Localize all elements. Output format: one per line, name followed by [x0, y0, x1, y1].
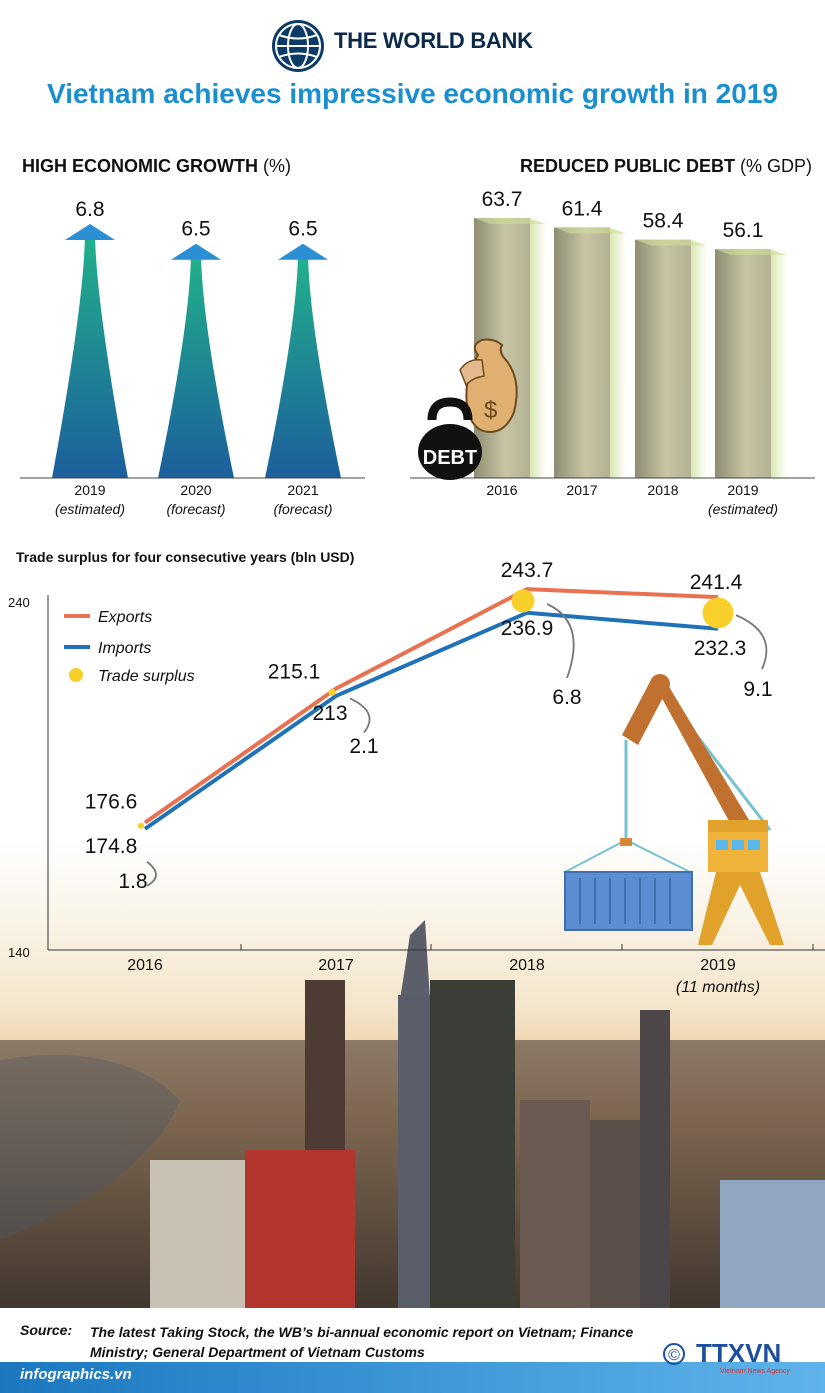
legend: Exports Imports Trade surplus [64, 609, 195, 685]
trade-chart: 240 140 2016 2017 2018 2019 (11 months) 176.6 2… [0, 549, 825, 1310]
surplus-value-label: 1.8 [118, 870, 147, 893]
growth-category-note: (forecast) [166, 501, 225, 517]
growth-title-text: HIGH ECONOMIC GROWTH [22, 156, 258, 176]
world-bank-globe-icon [272, 20, 324, 72]
trade-y-tick-label: 140 [8, 945, 30, 960]
exports-value-label: 241.4 [690, 571, 743, 594]
agency-name: TTXVN [696, 1338, 781, 1368]
trade-line-imports [143, 610, 719, 831]
surplus-value-label: 9.1 [743, 678, 772, 701]
growth-arrowhead-2019 [65, 224, 115, 240]
exports-value-label: 176.6 [85, 791, 138, 814]
debt-chart-title: REDUCED PUBLIC DEBT (% GDP) [520, 156, 812, 177]
ttxvn-logo: © TTXVN Vietnam News Agency [663, 1338, 790, 1375]
debt-category-label: 2017 [566, 482, 597, 498]
legend-surplus-swatch [69, 668, 83, 682]
trade-category-note: (11 months) [676, 979, 760, 996]
debt-title-text: REDUCED PUBLIC DEBT [520, 156, 736, 176]
trade-chart-title: Trade surplus for four consecutive years… [16, 549, 354, 565]
debt-category-label: 2016 [486, 482, 517, 498]
port-crane-container-icon [564, 674, 784, 945]
page-title: Vietnam achieves impressive economic gro… [47, 78, 778, 109]
debt-bar-top-2018 [635, 239, 707, 246]
debt-category-label: 2019 [727, 482, 758, 498]
exports-value-label: 215.1 [268, 661, 321, 684]
svg-text:$: $ [484, 397, 497, 424]
growth-bar-2020 [158, 253, 234, 478]
debt-bar-2018 [635, 239, 691, 478]
surplus-value-label: 6.8 [552, 686, 581, 709]
debt-icon-label: DEBT [423, 447, 477, 469]
growth-category-note: (estimated) [55, 501, 125, 517]
debt-value-label: 61.4 [562, 197, 603, 220]
growth-title-unit: (%) [263, 156, 292, 176]
trade-category-label: 2018 [509, 957, 545, 974]
trade-line-exports [143, 587, 719, 825]
surplus-callout-arrow [146, 861, 157, 887]
surplus-callout-arrow [546, 603, 575, 679]
source-label: Source: [20, 1322, 73, 1338]
source-text: The latest Taking Stock, the WB’s bi-ann… [90, 1324, 634, 1360]
debt-bar-2017 [554, 227, 610, 478]
growth-value-label: 6.8 [75, 198, 104, 221]
trade-category-label: 2017 [318, 957, 354, 974]
trade-surplus-point [702, 597, 734, 629]
trade-surplus-point [328, 688, 336, 696]
debt-value-label: 56.1 [723, 219, 764, 242]
debt-bar-top-2016 [474, 218, 546, 224]
debt-category-label: 2018 [647, 482, 678, 498]
site-name: infographics.vn [20, 1366, 132, 1383]
debt-bar-2019 [715, 249, 771, 478]
debt-chart: 63.7 2016 61.4 2017 58.4 2018 56.1 2019 (estimat… [410, 188, 815, 517]
legend-exports-label: Exports [98, 609, 152, 626]
trade-y-tick-label: 240 [8, 595, 30, 610]
growth-category-label: 2020 [180, 482, 211, 498]
imports-value-label: 213 [312, 702, 347, 725]
trade-surplus-point [511, 589, 535, 613]
footer-bar [0, 1362, 825, 1393]
copyright-symbol: © [668, 1347, 680, 1364]
growth-category-label: 2021 [287, 482, 318, 498]
growth-value-label: 6.5 [181, 218, 210, 241]
debt-value-label: 63.7 [482, 188, 523, 211]
surplus-callout-arrow [349, 697, 371, 734]
trade-category-label: 2016 [127, 957, 163, 974]
trade-category-label: 2019 [700, 957, 736, 974]
growth-bar-2021 [265, 253, 341, 478]
surplus-callout-arrow [735, 614, 768, 670]
imports-value-label: 232.3 [694, 637, 747, 660]
growth-value-label: 6.5 [288, 218, 317, 241]
legend-surplus-label: Trade surplus [98, 668, 195, 685]
growth-arrowhead-2021 [278, 243, 328, 260]
growth-bar-2019 [52, 234, 128, 478]
city-skyline-background [0, 840, 825, 1310]
trade-surplus-point [137, 822, 145, 829]
debt-bar-top-2019 [715, 249, 787, 256]
debt-weight-money-bag-icon: $ DEBT [418, 338, 518, 480]
org-name: THE WORLD BANK [334, 28, 533, 53]
debt-bar-top-2017 [554, 227, 626, 234]
agency-subtitle: Vietnam News Agency [720, 1368, 790, 1375]
debt-category-note: (estimated) [708, 501, 778, 517]
growth-chart: 6.8 2019 (estimated) 6.5 2020 (forecast) 6.5 20… [20, 198, 365, 517]
exports-value-label: 243.7 [501, 559, 554, 582]
growth-chart-title: HIGH ECONOMIC GROWTH (%) [22, 156, 291, 177]
surplus-value-label: 2.1 [349, 735, 378, 758]
growth-category-label: 2019 [74, 482, 105, 498]
legend-imports-label: Imports [98, 640, 151, 657]
imports-value-label: 236.9 [501, 617, 554, 640]
growth-arrowhead-2020 [171, 243, 221, 260]
debt-title-unit: (% GDP) [740, 156, 813, 176]
debt-value-label: 58.4 [643, 210, 684, 233]
growth-category-note: (forecast) [273, 501, 332, 517]
imports-value-label: 174.8 [85, 835, 138, 858]
